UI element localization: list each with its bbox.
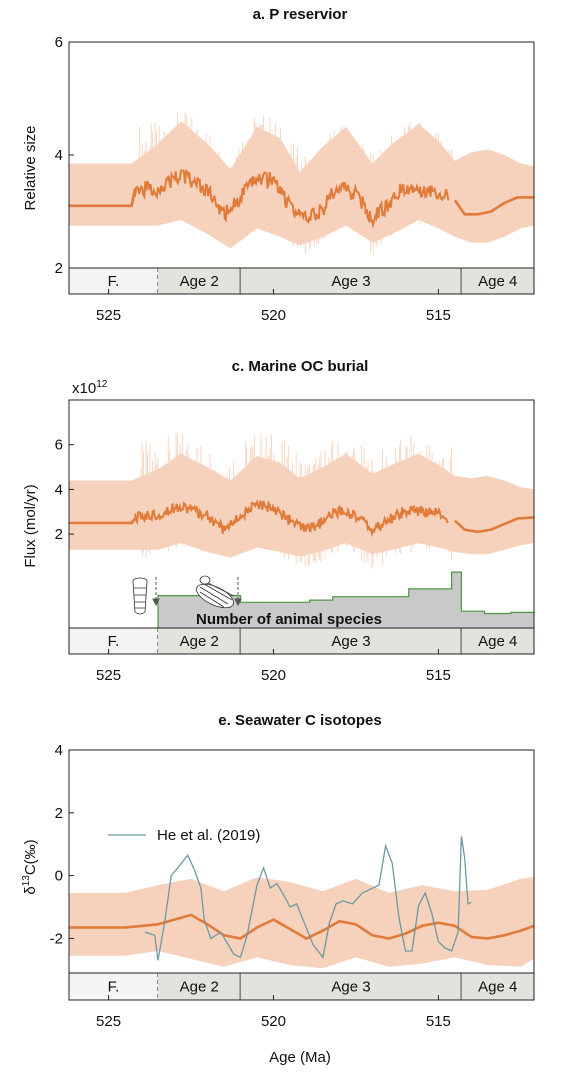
- species-count-area: [158, 572, 534, 628]
- stage-label: Age 4: [478, 633, 517, 650]
- x-tick-label: 520: [261, 667, 286, 684]
- model-output-line: [134, 499, 449, 538]
- x-tick-label: 515: [426, 1013, 451, 1030]
- y-tick-label: 2: [55, 526, 63, 543]
- x-tick-label: 515: [426, 307, 451, 324]
- y-axis-label: Flux (mol/yr): [22, 484, 39, 567]
- x-tick-label: 525: [96, 667, 121, 684]
- x-tick-label: 520: [261, 307, 286, 324]
- x-tick-label: 520: [261, 1013, 286, 1030]
- stage-box: [158, 268, 241, 294]
- panel-seawater-c-isotopes: e. Seawater C isotopes δ13C(‰) He et al.…: [21, 712, 535, 1066]
- trilobite-fossil-icon: [196, 575, 235, 609]
- stage-box: [240, 628, 462, 654]
- stage-box: [69, 268, 159, 294]
- stage-label: F.: [108, 979, 120, 996]
- stage-label: Age 3: [331, 633, 370, 650]
- y-tick-label: 4: [55, 147, 63, 164]
- stage-box: [461, 973, 534, 1000]
- y-tick-label: 4: [55, 481, 63, 498]
- chart-title: a. P reservior: [253, 6, 348, 23]
- y-tick-label: -2: [50, 930, 63, 947]
- stage-box: [240, 268, 462, 294]
- model-output-line: [134, 168, 450, 229]
- model-mean-line: [69, 516, 534, 534]
- y-tick-label: 6: [55, 437, 63, 454]
- chart-title: c. Marine OC burial: [232, 358, 369, 375]
- stage-box: [158, 973, 241, 1000]
- stage-label: Age 2: [180, 273, 219, 290]
- legend-label: He et al. (2019): [157, 827, 260, 844]
- stage-box: [461, 628, 534, 654]
- stage-label: Age 4: [478, 273, 517, 290]
- x-tick-label: 515: [426, 667, 451, 684]
- stage-label: Age 3: [331, 979, 370, 996]
- plot-frame: [68, 41, 535, 295]
- stage-box: [158, 628, 241, 654]
- tube-fossil-icon: [132, 577, 148, 615]
- plot-frame: [68, 399, 535, 655]
- y-tick-label: 6: [55, 34, 63, 51]
- dashed-arrow-icon: [152, 577, 242, 607]
- model-mean-line: [69, 913, 534, 940]
- y-tick-label: 2: [55, 805, 63, 822]
- x-axis-label: Age (Ma): [269, 1049, 331, 1066]
- stage-label: Age 2: [180, 979, 219, 996]
- model-mean-line: [69, 188, 534, 216]
- legend: He et al. (2019): [108, 827, 260, 844]
- species-annotation: Number of animal species: [196, 611, 382, 628]
- panel-p-reservoir: a. P reservior Relative size F. Age 2 Age …: [22, 6, 535, 324]
- x-tick-label: 525: [96, 307, 121, 324]
- y-axis-label: δ13C(‰): [21, 839, 39, 894]
- proxy-line: [144, 836, 472, 961]
- stage-label: F.: [108, 633, 120, 650]
- x-tick-label: 525: [96, 1013, 121, 1030]
- chart-title: e. Seawater C isotopes: [218, 712, 381, 729]
- stage-label: Age 2: [180, 633, 219, 650]
- uncertainty-band: [69, 877, 534, 969]
- y-tick-label: 4: [55, 742, 63, 759]
- stage-label: Age 3: [331, 273, 370, 290]
- panel-marine-oc-burial: c. Marine OC burial x1012 Flux (mol/yr) …: [22, 358, 535, 684]
- stage-box: [69, 973, 159, 1000]
- y-tick-label: 0: [55, 868, 63, 885]
- plot-frame: [68, 749, 535, 1001]
- stage-label: Age 4: [478, 979, 517, 996]
- stage-box: [461, 268, 534, 294]
- stage-box: [69, 628, 159, 654]
- y-axis-multiplier: x1012: [72, 379, 108, 397]
- y-tick-label: 2: [55, 260, 63, 277]
- stage-box: [240, 973, 462, 1000]
- stage-label: F.: [108, 273, 120, 290]
- y-axis-label: Relative size: [22, 125, 39, 210]
